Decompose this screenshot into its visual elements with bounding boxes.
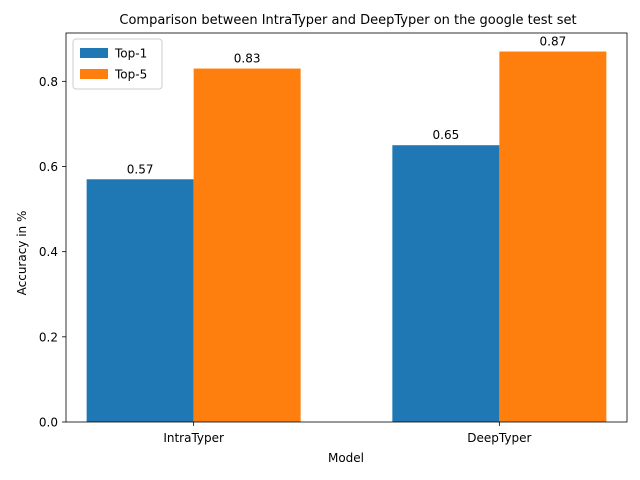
y-tick-label: 0.8 [39,75,58,89]
plot-frame [65,32,628,423]
bar-top-5-intratyper [193,68,301,423]
y-tick-label: 0.0 [39,416,58,430]
y-tick-label: 0.2 [39,330,58,344]
y-tick-label: 0.6 [39,160,58,174]
data-labels-layer: 0.57 0.65 0.83 0.87 [127,35,566,177]
y-axis: 0.0 0.2 0.4 0.6 0.8 [39,75,66,430]
x-axis: IntraTyper DeepTyper [163,422,531,445]
data-label-top-1-intratyper: 0.57 [127,162,154,176]
chart-title: Comparison between IntraTyper and DeepTy… [119,13,576,28]
x-tick-label: IntraTyper [163,431,224,445]
bar-top-1-intratyper [86,179,194,422]
data-label-top-5-deeptyper: 0.87 [540,35,567,49]
legend-swatch-top-5 [80,69,108,79]
bars-layer [86,51,607,423]
legend-swatch-top-1 [80,48,108,58]
x-tick-label: DeepTyper [467,431,531,445]
legend: Top-1 Top-5 [72,38,163,90]
y-tick-label: 0.4 [39,245,58,259]
legend-label-top-1: Top-1 [114,47,147,61]
data-label-top-5-intratyper: 0.83 [234,52,261,66]
bar-top-5-deeptyper [499,51,607,423]
bar-top-1-deeptyper [392,145,500,422]
data-label-top-1-deeptyper: 0.65 [433,128,460,142]
x-axis-label: Model [328,451,364,465]
legend-label-top-5: Top-5 [114,68,147,82]
y-axis-label: Accuracy in % [15,211,29,296]
